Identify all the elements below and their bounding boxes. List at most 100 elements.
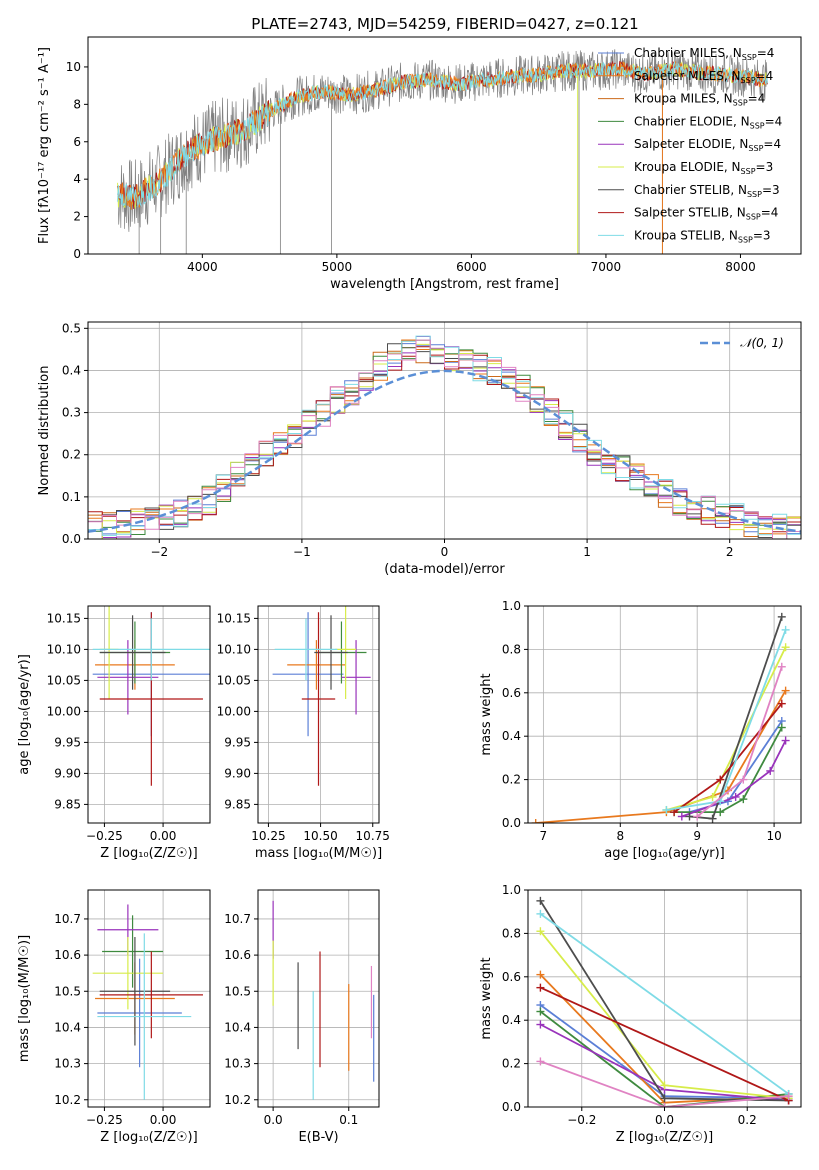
series-line [539, 1010, 789, 1107]
y-tick-label: 0.4 [502, 729, 521, 743]
x-tick-label: 4000 [187, 260, 218, 274]
error-bar-point [102, 915, 164, 988]
series-marker [536, 896, 545, 905]
error-bar-point [274, 618, 338, 681]
series-marker [536, 970, 545, 979]
y-tick-label: 10.3 [224, 1057, 251, 1071]
y-tick-label: 2 [73, 210, 81, 224]
error-bar-point [272, 612, 344, 737]
x-axis-label: wavelength [Angstrom, rest frame] [330, 277, 559, 292]
panel-4: 7 8 9 10 0.0 0.2 0.4 0.6 0.8 1.0 age [log₁₀(age/yr… [479, 599, 802, 861]
axes-frame [257, 889, 380, 1108]
plot-area [258, 606, 379, 823]
axes-frame [527, 605, 802, 824]
series-marker [781, 643, 790, 652]
error-bar-point [99, 951, 203, 1039]
y-axis-label: Normed distribution [37, 366, 52, 496]
x-tick-label: −1 [293, 545, 311, 559]
plot-area [117, 49, 768, 254]
axes-frame [87, 605, 211, 824]
x-axis-label: Z [log₁₀(Z/Z☉)] [100, 846, 197, 861]
series-line [540, 986, 789, 1102]
axes-frame [87, 36, 802, 255]
x-tick-label: 0.00 [150, 829, 177, 843]
error-bar-point [97, 958, 182, 1068]
x-tick-label: 9 [693, 829, 701, 843]
y-tick-label: 0.2 [502, 773, 521, 787]
series-marker [536, 1007, 545, 1016]
y-tick-label: 0.5 [62, 321, 81, 335]
series-marker [777, 699, 786, 708]
legend-label: Kroupa STELIB, NSSP=3 [634, 228, 771, 244]
series-line [539, 913, 790, 1095]
series-marker [531, 819, 540, 823]
error-bar-point [99, 937, 171, 1046]
x-axis-label: Z [log₁₀(Z/Z☉)] [100, 1130, 197, 1145]
series-marker [693, 812, 702, 821]
x-tick-label: 7000 [591, 260, 622, 274]
series-marker [660, 1081, 669, 1090]
x-axis-label: (data-model)/error [384, 562, 505, 577]
y-tick-label: 10.4 [224, 1020, 251, 1034]
plot-area [88, 322, 801, 539]
x-tick-label: 5000 [322, 260, 353, 274]
legend-label: Salpeter ELODIE, NSSP=4 [634, 137, 781, 153]
y-axis-label: mass weight [479, 673, 494, 755]
series-marker [777, 662, 786, 671]
series-marker [685, 812, 694, 821]
error-bar-point [341, 640, 371, 715]
x-axis-label: Z [log₁₀(Z/Z☉)] [616, 1130, 713, 1145]
series-marker [739, 775, 748, 784]
y-tick-label: 0.4 [502, 1013, 521, 1027]
series-marker [739, 795, 748, 804]
x-tick-label: 0.0 [264, 1113, 283, 1127]
y-tick-label: 0.2 [62, 448, 81, 462]
y-tick-label: 0.0 [62, 532, 81, 546]
y-tick-label: 10.3 [54, 1057, 81, 1071]
y-tick-label: 9.85 [224, 797, 251, 811]
y-tick-label: 4 [73, 172, 81, 186]
y-tick-label: 0 [73, 247, 81, 261]
series-marker [536, 1020, 545, 1029]
x-tick-label: 0 [441, 545, 449, 559]
y-tick-label: 10.05 [47, 673, 81, 687]
y-tick-label: 1.0 [502, 599, 521, 613]
series-marker [536, 927, 545, 936]
error-bar-point [97, 933, 192, 1100]
y-tick-label: 0.6 [502, 686, 521, 700]
series-marker [677, 812, 686, 821]
y-tick-label: 10.15 [217, 611, 251, 625]
x-tick-label: 0.0 [655, 1113, 674, 1127]
y-tick-label: 10.2 [224, 1093, 251, 1107]
series-marker [766, 766, 775, 775]
x-tick-label: 0.00 [150, 1113, 177, 1127]
y-tick-label: 10.4 [54, 1020, 81, 1034]
y-axis-label: Flux [fλ10⁻¹⁷ erg cm⁻² s⁻¹ A⁻¹] [37, 47, 52, 244]
x-axis-label: mass [log₁₀(M/M☉)] [255, 846, 382, 861]
plot-area [528, 606, 801, 823]
error-bar-point [301, 612, 336, 786]
y-tick-label: 10.10 [217, 642, 251, 656]
y-tick-label: 10.5 [224, 984, 251, 998]
y-tick-label: 0.0 [502, 1100, 521, 1114]
error-bar-point [99, 615, 166, 690]
legend-label: Kroupa MILES, NSSP=4 [634, 92, 765, 108]
y-tick-label: 0.6 [502, 970, 521, 984]
series-marker [536, 983, 545, 992]
y-tick-label: 0.3 [62, 406, 81, 420]
y-tick-label: 1.0 [502, 883, 521, 897]
x-tick-label: −0.2 [567, 1113, 596, 1127]
x-axis-label: age [log₁₀(age/yr)] [604, 846, 725, 861]
series-marker [708, 814, 717, 823]
y-tick-label: 0.1 [62, 490, 81, 504]
x-tick-label: −0.25 [86, 829, 123, 843]
gaussian-line [88, 369, 801, 533]
error-bar-point [314, 615, 348, 690]
series-marker [660, 1094, 669, 1103]
plot-area [528, 890, 801, 1107]
x-tick-label: 10.50 [303, 829, 337, 843]
series-marker [662, 805, 671, 814]
legend-label: Chabrier STELIB, NSSP=3 [634, 183, 780, 199]
legend: 𝒩(0, 1) [700, 336, 784, 350]
